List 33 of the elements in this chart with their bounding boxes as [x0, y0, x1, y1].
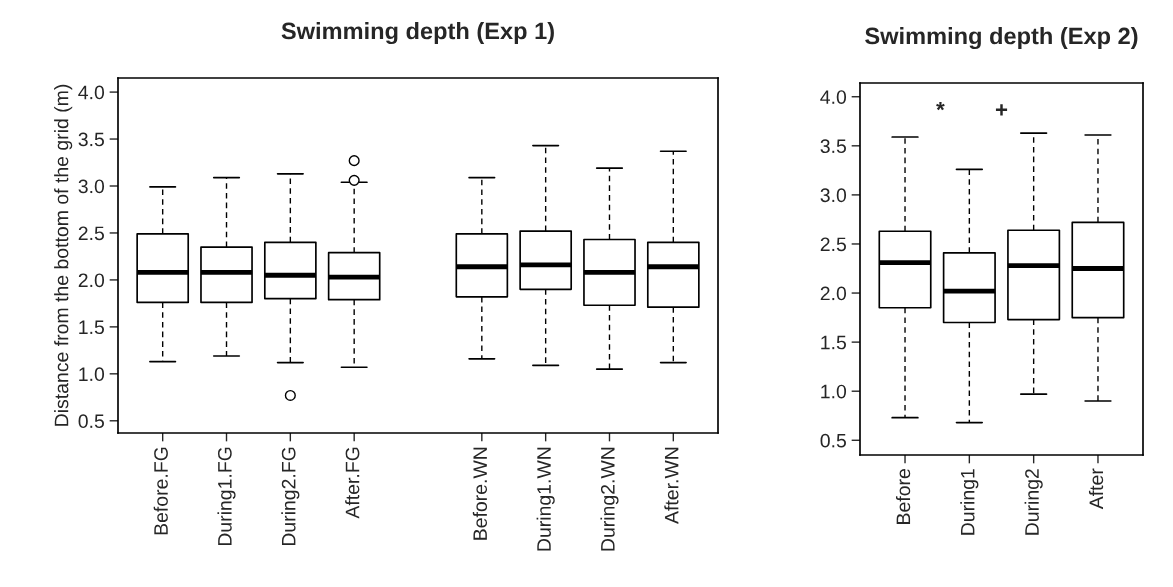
y-tick-label: 3.5	[820, 139, 846, 154]
y-tick-label: 1.5	[79, 320, 104, 335]
chart-title: Swimming depth (Exp 1)	[281, 22, 554, 45]
y-tick-label: 2.5	[820, 237, 846, 252]
x-tick-label: During1	[960, 469, 979, 535]
y-tick-label: 2.0	[820, 286, 847, 301]
y-tick-label: 3.5	[78, 132, 104, 147]
annotation: +	[995, 104, 1008, 116]
y-tick-label: 2.5	[78, 226, 104, 241]
annotation: *	[936, 101, 945, 111]
x-tick-label: Before.WN	[472, 447, 488, 540]
chart-title: Swimming depth (Exp 2)	[865, 27, 1138, 50]
y-axis-title: Distance from the bottom of the grid (m)	[54, 84, 73, 426]
y-tick-label: 2.0	[78, 273, 105, 288]
y-tick-label: 3.0	[820, 188, 847, 203]
x-tick-label: After.WN	[664, 447, 679, 524]
x-tick-label: After	[1088, 468, 1104, 510]
x-tick-label: During1.FG	[217, 447, 236, 546]
x-tick-label: During2.WN	[600, 447, 619, 551]
x-tick-label: During2.FG	[281, 447, 300, 546]
y-tick-label: 1.0	[821, 384, 847, 399]
x-tick-label: After.FG	[345, 447, 360, 519]
x-tick-label: During2	[1024, 469, 1043, 535]
x-tick-label: During1.WN	[536, 447, 555, 551]
y-tick-label: 4.0	[78, 85, 105, 100]
y-tick-label: 1.5	[821, 335, 846, 350]
y-tick-label: 0.5	[820, 433, 846, 448]
y-tick-label: 1.0	[79, 367, 105, 382]
y-tick-label: 3.0	[78, 179, 105, 194]
x-tick-label: Before.FG	[153, 447, 168, 535]
y-tick-label: 0.5	[78, 414, 104, 429]
y-tick-label: 4.0	[820, 90, 847, 104]
x-tick-label: Before	[895, 469, 911, 524]
